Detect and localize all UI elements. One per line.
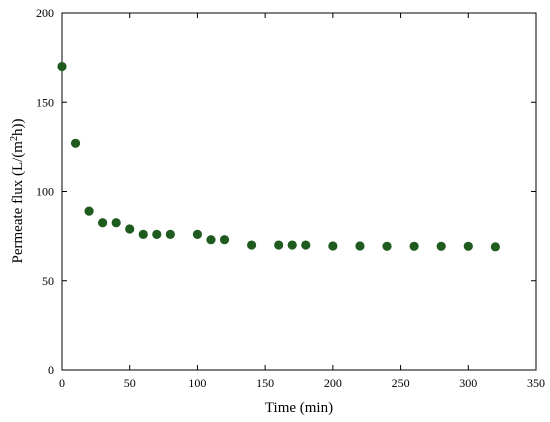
x-axis-title: Time (min) [265, 400, 333, 416]
data-point [274, 240, 284, 250]
data-point [219, 235, 230, 245]
y-axis-title-superscript: 2 [9, 136, 20, 141]
x-tick-label: 0 [59, 376, 65, 390]
x-tick-label: 200 [324, 376, 342, 390]
data-point [165, 229, 175, 239]
y-axis-title-main: Permeate flux (L/(m [10, 141, 26, 264]
data-point [301, 240, 311, 250]
x-tick-label: 250 [392, 376, 410, 390]
y-tick-label: 50 [42, 274, 54, 288]
data-point [436, 241, 446, 251]
x-tick-label: 150 [256, 376, 274, 390]
data-point [382, 241, 392, 251]
y-tick-label: 100 [36, 185, 54, 199]
data-point [125, 224, 135, 234]
data-point [247, 240, 257, 250]
y-tick-labels: 0 50 100 150 200 [36, 6, 54, 377]
x-tick-label: 350 [527, 376, 545, 390]
tick-marks [61, 12, 537, 371]
data-point [463, 241, 473, 251]
y-tick-label: 200 [36, 6, 54, 20]
data-point [206, 235, 216, 245]
plot-area [61, 12, 537, 371]
data-point [328, 241, 338, 251]
data-point [192, 229, 203, 239]
data-point [138, 229, 148, 239]
data-point [152, 229, 162, 239]
x-tick-label: 300 [459, 376, 477, 390]
data-point [355, 241, 365, 251]
data-point [57, 61, 67, 72]
y-tick-label: 150 [36, 95, 54, 109]
x-tick-labels: 0 50 100 150 200 250 300 350 [59, 376, 545, 390]
x-tick-label: 100 [188, 376, 206, 390]
data-point [98, 218, 108, 228]
data-point [409, 241, 419, 251]
data-points [57, 61, 500, 252]
y-axis-title: Permeate flux (L/(m2h)) [9, 119, 26, 264]
x-tick-label: 50 [124, 376, 136, 390]
data-point [111, 218, 121, 228]
data-point [490, 242, 500, 252]
data-point [84, 206, 94, 216]
y-axis-title-tail: h)) [10, 119, 26, 137]
data-point [70, 138, 81, 148]
data-point [287, 240, 297, 250]
y-tick-label: 0 [48, 363, 54, 377]
